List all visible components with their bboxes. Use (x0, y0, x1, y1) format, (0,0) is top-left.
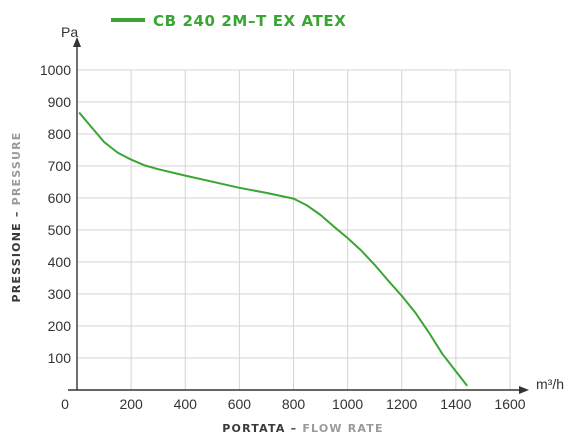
y-tick-label: 600 (48, 190, 72, 206)
x-tick-label: 200 (119, 396, 143, 412)
y-tick-label: 700 (48, 158, 72, 174)
x-tick-label: 0 (61, 396, 69, 412)
series-layer (78, 112, 468, 387)
x-tick-label: 1600 (494, 396, 525, 412)
y-tick-label: 500 (48, 222, 72, 238)
x-tick-label: 1400 (440, 396, 471, 412)
y-axis-title-separator: – (10, 205, 23, 222)
y-tick-labels: 100 200 300 400 500 600 700 800 900 1000 (40, 62, 71, 366)
legend-label: CB 240 2M–T EX ATEX (153, 12, 346, 30)
y-axis-arrow (73, 37, 81, 47)
x-unit-label: m³/h (536, 376, 564, 392)
x-tick-label: 600 (228, 396, 252, 412)
y-tick-label: 400 (48, 254, 72, 270)
y-tick-label: 100 (48, 350, 72, 366)
x-tick-label: 1200 (386, 396, 417, 412)
x-axis-title-secondary: FLOW RATE (302, 422, 383, 435)
y-tick-label: 800 (48, 126, 72, 142)
x-tick-label: 1000 (332, 396, 363, 412)
y-tick-label: 900 (48, 94, 72, 110)
y-axis-title: PRESSIONE – PRESSURE (10, 131, 23, 302)
y-axis-title-secondary: PRESSURE (10, 131, 23, 205)
y-tick-label: 1000 (40, 62, 71, 78)
x-tick-label: 800 (282, 396, 306, 412)
x-axis-arrow (519, 386, 529, 394)
x-axis-title-separator: – (286, 422, 303, 435)
chart-axes (68, 37, 529, 394)
y-tick-label: 300 (48, 286, 72, 302)
x-axis-title-main: PORTATA (222, 422, 285, 435)
x-tick-labels: 0 200 400 600 800 1000 1200 1400 1600 (61, 396, 526, 412)
y-axis-title-main: PRESSIONE (10, 222, 23, 302)
series-line (78, 112, 468, 387)
y-tick-label: 200 (48, 318, 72, 334)
chart-grid (77, 69, 511, 390)
x-tick-label: 400 (174, 396, 198, 412)
y-unit-label: Pa (61, 24, 78, 40)
x-axis-title: PORTATA – FLOW RATE (222, 422, 383, 435)
